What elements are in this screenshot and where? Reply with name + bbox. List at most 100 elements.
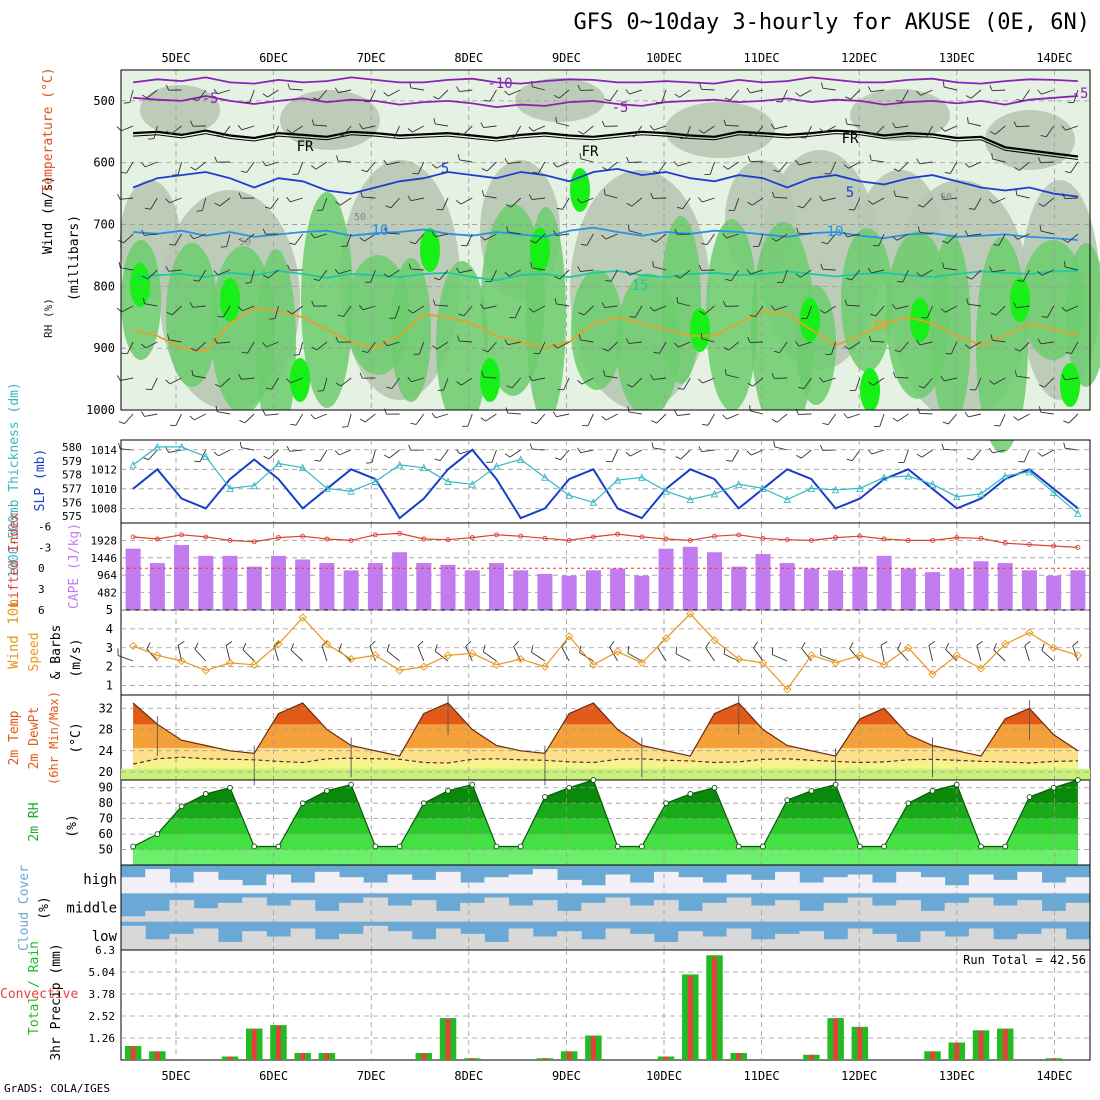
cape-bar	[270, 555, 286, 610]
wind-barb-feather	[967, 117, 969, 124]
wind-barb	[871, 159, 885, 163]
wind-barb	[704, 305, 715, 315]
slp-tick: 1008	[91, 502, 118, 515]
wind-marker	[855, 651, 865, 660]
wind-barb-feather	[341, 426, 348, 428]
wind-barb-feather	[722, 233, 727, 239]
axis-label-minmax: (6hr Min/Max)	[47, 691, 61, 785]
thickness-marker	[153, 442, 162, 451]
wind-barb	[387, 89, 400, 97]
wind-marker	[371, 651, 380, 660]
series-wind-speed	[132, 612, 1079, 691]
wind-barb	[459, 269, 473, 274]
li-marker	[494, 532, 499, 538]
isotherm-10	[133, 226, 1078, 241]
wind-barb-feather	[581, 243, 587, 246]
wind-barb-feather	[312, 97, 319, 101]
wind-barb	[658, 161, 667, 173]
wind-barb	[850, 89, 861, 100]
axis-label-lifted-index: Lifted Index	[7, 513, 22, 607]
wind-barb	[903, 449, 909, 463]
wind-barb	[849, 648, 861, 662]
wind-barb	[340, 377, 352, 387]
wind-barb-feather	[167, 333, 170, 340]
wind-barb	[749, 160, 763, 163]
wind-barb	[1064, 197, 1078, 200]
wind-barb	[607, 341, 618, 352]
rh-band	[133, 849, 1078, 865]
wind-barb	[611, 449, 619, 462]
wind-barb	[289, 88, 303, 91]
wind-barb	[822, 197, 836, 202]
wind-barb	[872, 197, 885, 205]
wind-barb-feather	[335, 336, 339, 343]
pressure-tick: 900	[93, 341, 115, 355]
wind-barb	[975, 377, 982, 391]
wind-barb	[244, 413, 255, 424]
wind-barb-feather	[795, 92, 801, 97]
wind-marker	[492, 660, 501, 669]
cloud-low-bar	[605, 928, 631, 950]
wind-barb	[629, 230, 642, 235]
wind-barb-feather	[286, 378, 291, 384]
cloud-low-bar	[314, 939, 340, 950]
wind-barb-feather	[215, 405, 218, 412]
wind-barb	[338, 89, 352, 94]
wind-barb	[945, 649, 958, 662]
cloud-low-bar	[823, 939, 849, 950]
wind-barb-feather	[321, 640, 328, 647]
wind-barb-feather	[383, 340, 388, 347]
contour-label: 50	[354, 212, 366, 223]
wind-barb	[992, 269, 1006, 273]
wind-barb-feather	[190, 166, 196, 171]
wind-barb-feather	[893, 168, 900, 172]
wind-barb-feather	[626, 384, 633, 388]
wind-barb	[414, 233, 425, 245]
wind-barb	[338, 269, 352, 275]
cloud-high-bar	[460, 882, 485, 894]
wind-barb	[1070, 161, 1079, 174]
rh-marker	[324, 787, 330, 794]
wind-barb	[144, 233, 158, 236]
cloud-high-bar	[993, 879, 1018, 894]
wind-barb-feather	[940, 308, 946, 313]
wind-barb-feather	[964, 162, 970, 168]
wind-barb	[117, 655, 134, 662]
wind-barb	[217, 89, 231, 95]
wind-barb	[750, 410, 764, 415]
rh-marker	[299, 800, 306, 807]
wind-barb-feather	[408, 444, 412, 451]
slp-tick: 1012	[91, 463, 118, 476]
wind-marker	[710, 636, 719, 645]
wind-barb-feather	[120, 171, 127, 174]
wind-barb	[679, 269, 691, 279]
rh-tick: 90	[99, 781, 113, 795]
wind-barb-feather	[385, 205, 392, 209]
wind-barb	[824, 125, 836, 133]
wind-barb	[976, 645, 982, 662]
wind-barb	[222, 125, 231, 137]
wind-barb	[730, 89, 740, 101]
wind-barb-feather	[651, 442, 654, 449]
cloud-high-bar	[871, 882, 897, 894]
wind-barb	[195, 161, 207, 171]
rh-green-area	[931, 234, 971, 426]
wind-barb	[634, 305, 643, 318]
cape-tick: 1928	[91, 534, 118, 547]
thickness-marker	[783, 495, 791, 503]
wind-barb-feather	[287, 83, 291, 90]
wind-barb	[268, 449, 279, 460]
wind-barb	[314, 413, 328, 420]
wind-marker	[807, 651, 816, 660]
cloud-low-bar	[121, 925, 146, 950]
wind-barb-feather	[529, 443, 533, 450]
wind-barb	[774, 125, 788, 130]
wind-barb	[291, 125, 303, 134]
cape-bar	[1070, 570, 1086, 610]
isotherm-fr-double	[133, 133, 1078, 160]
cape-bar	[513, 570, 529, 610]
wind-barb-feather	[652, 170, 659, 174]
wind-barb	[389, 449, 400, 459]
cloud-middle-bar	[169, 900, 195, 922]
